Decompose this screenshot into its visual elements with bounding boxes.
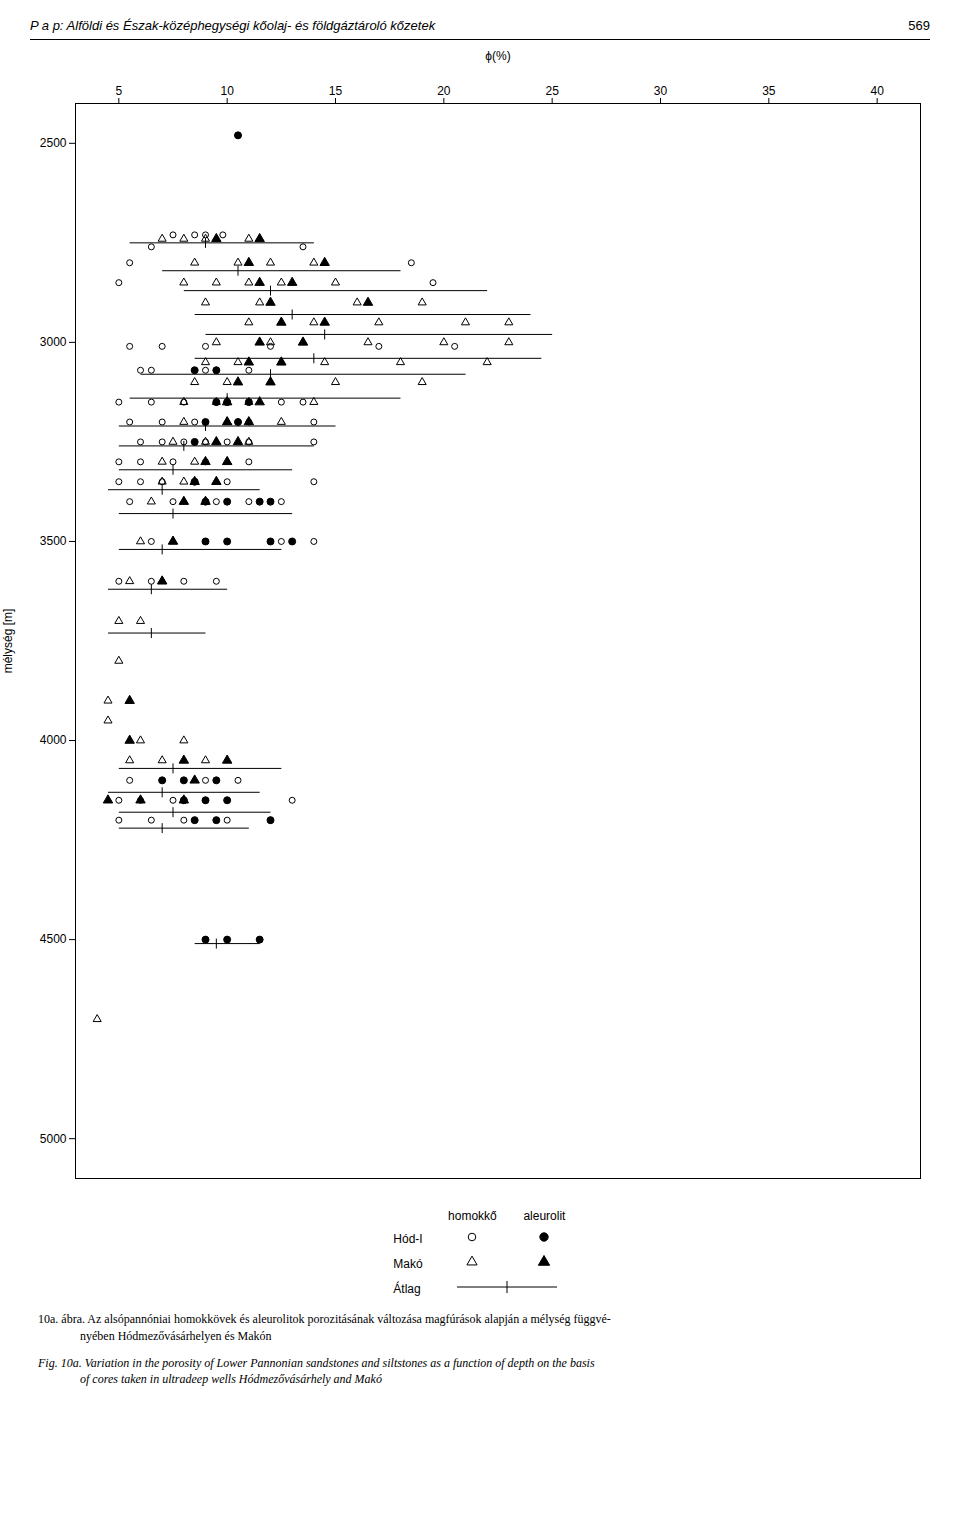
svg-text:ϕ(%): ϕ(%): [485, 49, 510, 63]
svg-text:40: 40: [870, 84, 884, 98]
html-text:10a. ábra. Az alsópannóniai ho: 10a. ábra. Az alsópannóniai homokkövek é…: [38, 1312, 611, 1343]
svg-text:5000: 5000: [40, 1132, 67, 1146]
svg-text:35: 35: [762, 84, 776, 98]
svg-text:3500: 3500: [40, 534, 67, 548]
svg-text:5: 5: [115, 84, 122, 98]
svg-text:15: 15: [329, 84, 343, 98]
html-text:Makó: Makó: [393, 1256, 423, 1271]
svg-text:3000: 3000: [40, 335, 67, 349]
html-text:569: 569: [908, 18, 930, 33]
html-text:homokkő: homokkő: [448, 1209, 497, 1223]
html-text:Átlag: Átlag: [393, 1281, 421, 1296]
svg-text:mélység [m]: mélység [m]: [1, 609, 15, 674]
svg-text:20: 20: [437, 84, 451, 98]
svg-text:10: 10: [220, 84, 234, 98]
svg-text:30: 30: [654, 84, 668, 98]
html-text:Hód-I: Hód-I: [393, 1231, 423, 1246]
svg-text:4000: 4000: [40, 733, 67, 747]
svg-text:4500: 4500: [40, 932, 67, 946]
html-text:aleurolit: aleurolit: [523, 1209, 566, 1223]
html-text:P a p: Alföldi és Észak-középh: P a p: Alföldi és Észak-középhegységi kő…: [30, 18, 436, 33]
html-text:Fig. 10a. Variation in the por: Fig. 10a. Variation in the porosity of L…: [38, 1355, 595, 1387]
svg-text:25: 25: [545, 84, 559, 98]
svg-text:2500: 2500: [40, 136, 67, 150]
